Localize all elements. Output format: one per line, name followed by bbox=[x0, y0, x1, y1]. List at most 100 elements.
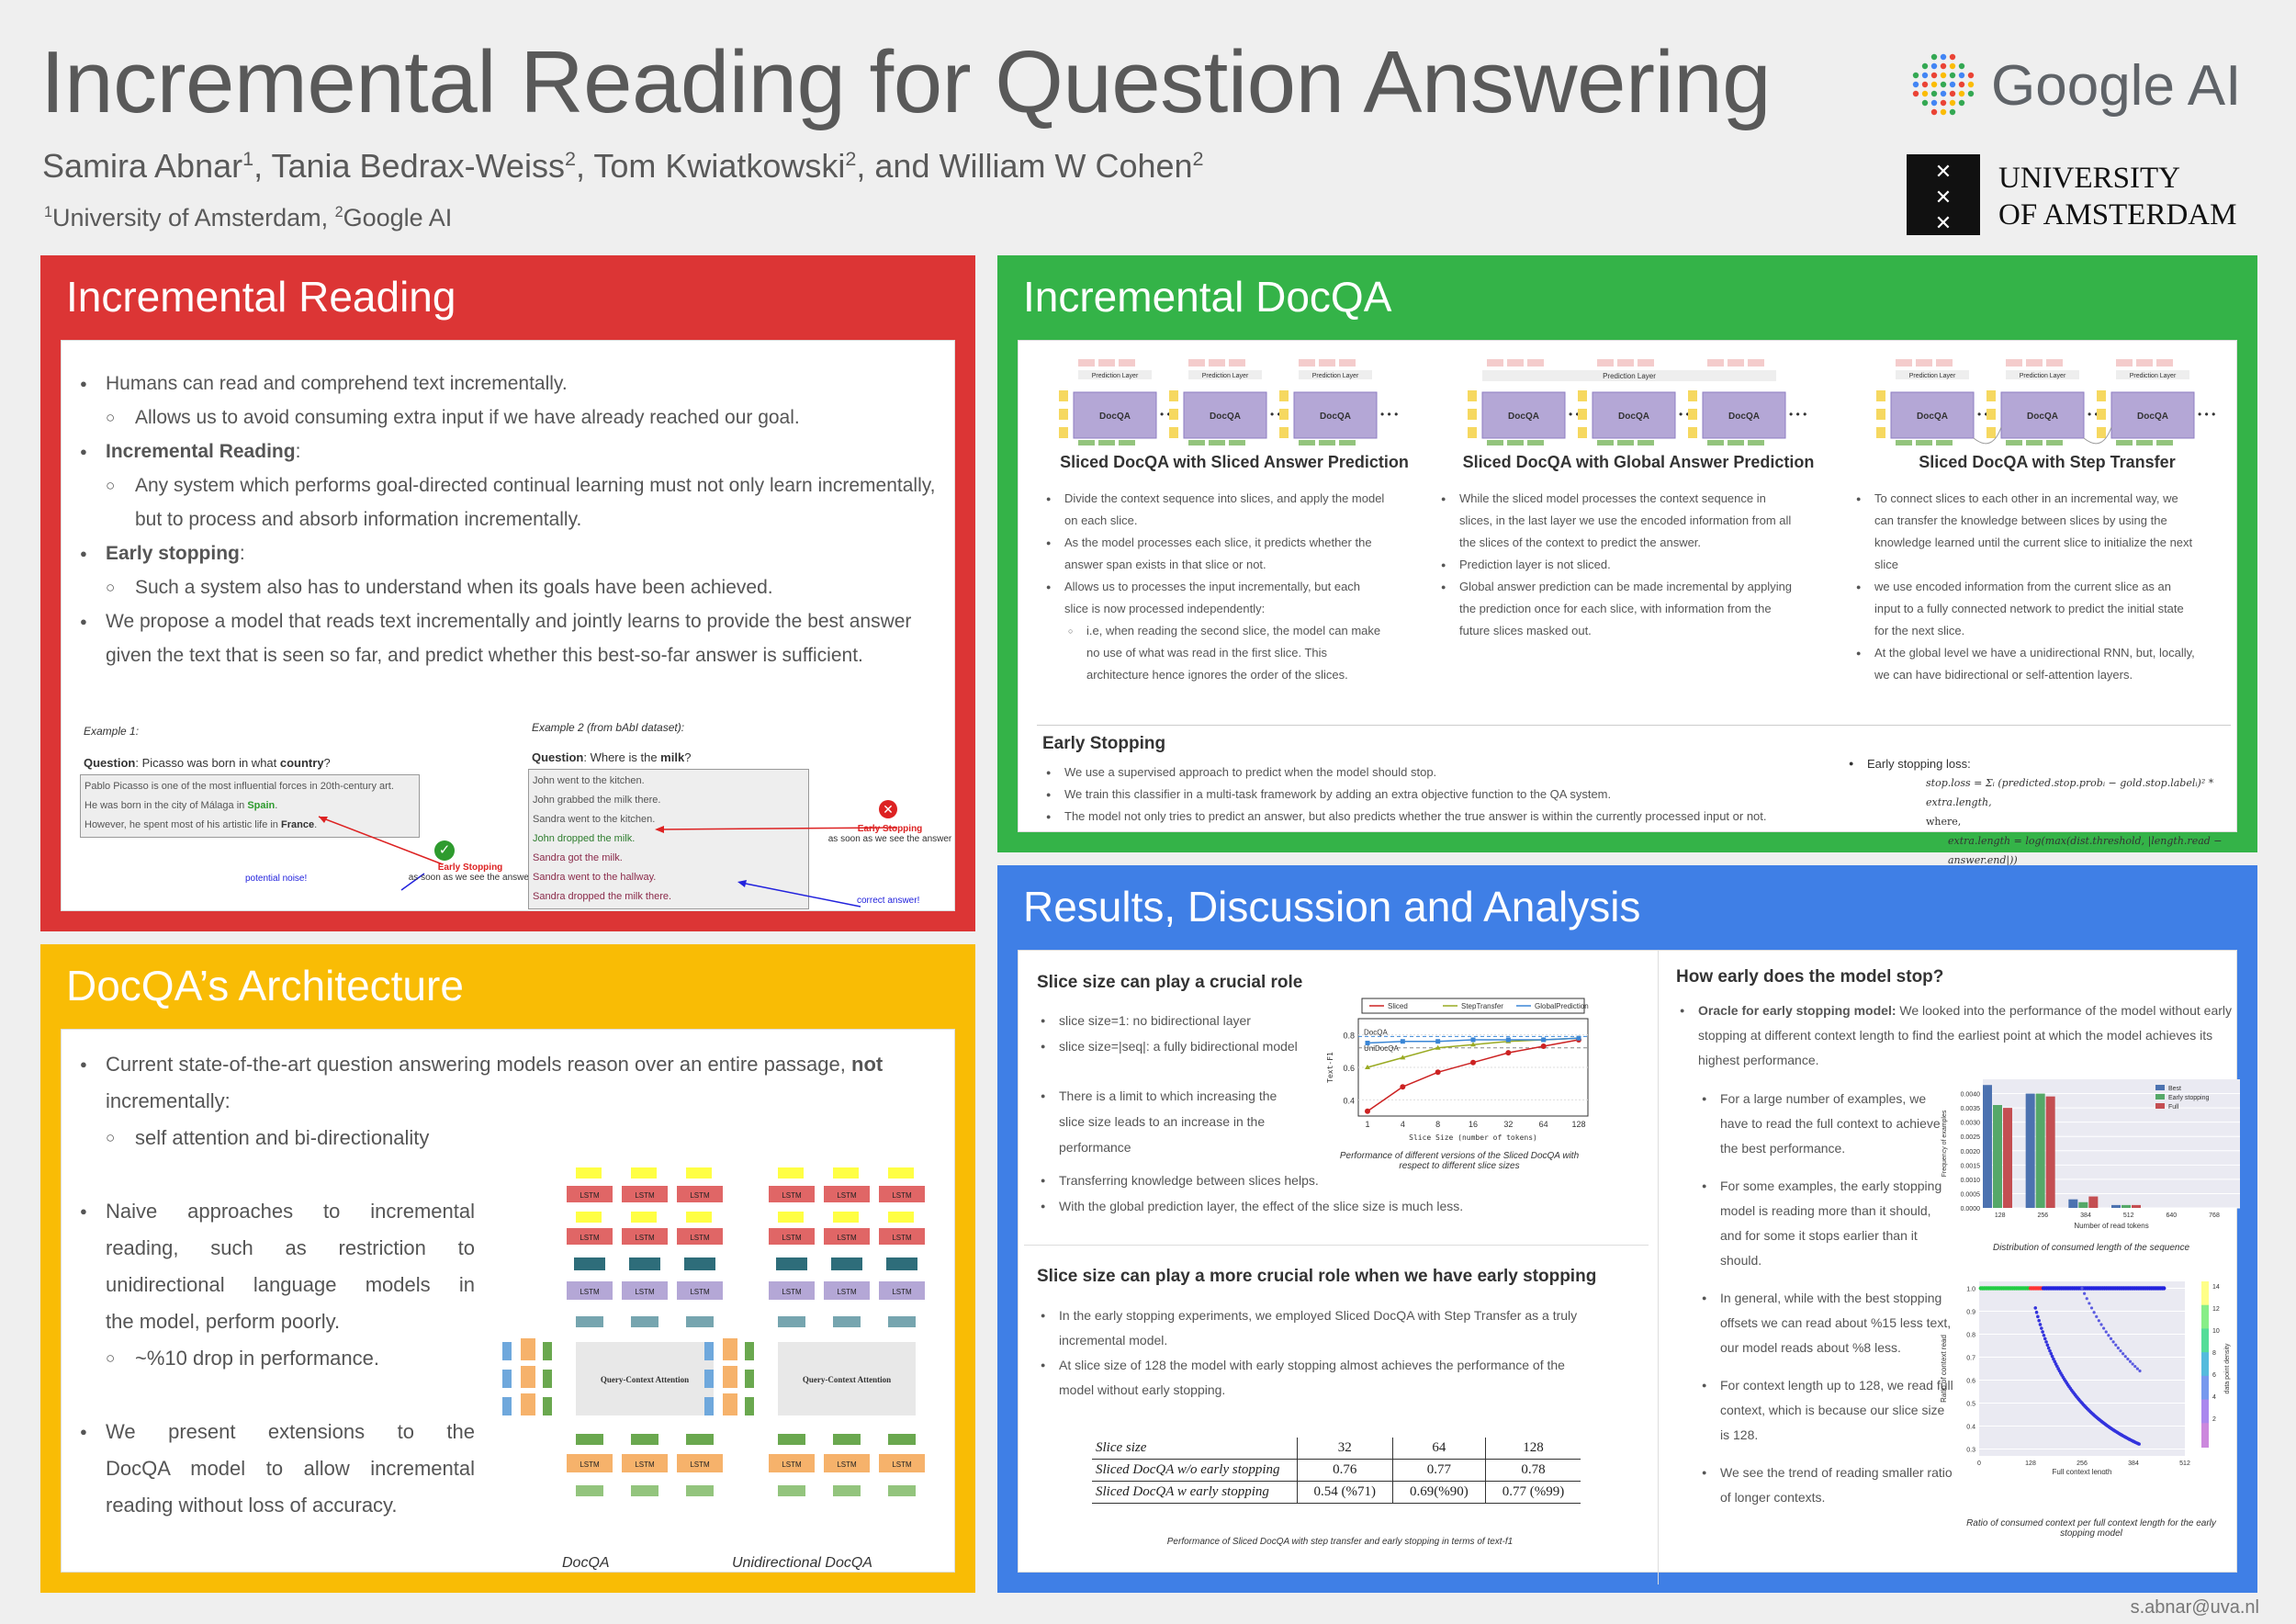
lstm-label: LSTM bbox=[892, 1460, 912, 1469]
logo-dot bbox=[1930, 99, 1938, 107]
context-token bbox=[1119, 440, 1135, 445]
bar bbox=[2122, 1204, 2131, 1208]
scatter-point bbox=[2138, 1369, 2142, 1373]
logo-dot bbox=[1912, 90, 1919, 97]
context-token bbox=[1617, 440, 1634, 445]
colorbar-segment bbox=[2201, 1352, 2209, 1377]
context-token bbox=[1707, 440, 1724, 445]
docqa-box bbox=[2110, 391, 2195, 439]
output-token bbox=[833, 1167, 859, 1179]
question-token bbox=[1986, 427, 1996, 438]
lstm-label: LSTM bbox=[892, 1191, 912, 1200]
logo-dot bbox=[1940, 108, 1947, 116]
answer-token bbox=[1098, 359, 1115, 367]
legend-label: Full bbox=[2168, 1104, 2179, 1111]
logo-dot bbox=[1912, 81, 1919, 88]
bullet: We present extensions to the bbox=[80, 1414, 475, 1450]
answer-token bbox=[1527, 359, 1544, 367]
answer-token bbox=[1936, 359, 1953, 367]
y-tick-label: 1.0 bbox=[1966, 1287, 1975, 1293]
encoder-cell bbox=[745, 1397, 754, 1415]
example2-arrows bbox=[655, 826, 898, 908]
bar bbox=[2078, 1201, 2088, 1208]
y-tick-label: 0.0000 bbox=[1961, 1206, 1981, 1212]
scatter-point bbox=[2049, 1351, 2054, 1356]
lstm-cell bbox=[879, 1228, 925, 1245]
question-token bbox=[2097, 427, 2106, 438]
output-token bbox=[833, 1212, 859, 1223]
answer-token bbox=[1728, 359, 1744, 367]
arch-bullets: Current state-of-the-art question answer… bbox=[80, 1046, 883, 1156]
dense-cell bbox=[574, 1257, 605, 1270]
y-tick-label: 0.0010 bbox=[1961, 1178, 1981, 1184]
question-token bbox=[1468, 427, 1477, 438]
diagram-title: Sliced DocQA with Sliced Answer Predicti… bbox=[1060, 453, 1409, 471]
y-tick-label: 0.0015 bbox=[1961, 1163, 1981, 1169]
x-tick-label: 384 bbox=[2080, 1212, 2091, 1219]
lstm-cell bbox=[567, 1228, 613, 1245]
docqa-box bbox=[1481, 391, 1566, 439]
lstm-label: LSTM bbox=[635, 1234, 655, 1242]
data-point bbox=[1400, 1039, 1405, 1044]
output-token bbox=[778, 1167, 804, 1179]
docqa-label: DocQA bbox=[1917, 412, 1948, 422]
logo-dot bbox=[1912, 72, 1919, 79]
passage-line: John went to the kitchen. bbox=[533, 775, 645, 786]
correct-note: correct answer! bbox=[857, 896, 920, 906]
docqa-label: DocQA bbox=[1618, 412, 1649, 422]
bar bbox=[2025, 1093, 2035, 1208]
loss-formula: Early stopping loss: stop.loss = Σᵢ (pre… bbox=[1845, 754, 2236, 870]
x-tick-label: 1 bbox=[1365, 1120, 1369, 1129]
sub-bullet: Allows us to avoid consuming extra input… bbox=[80, 400, 936, 434]
answer-token bbox=[2136, 359, 2153, 367]
lstm-cell bbox=[567, 1186, 613, 1202]
colorbar-segment bbox=[2201, 1399, 2209, 1425]
context-token bbox=[1638, 440, 1654, 445]
y-axis-label: Text-F1 bbox=[1326, 1052, 1334, 1083]
question-token bbox=[704, 1342, 714, 1360]
scatter-point bbox=[2045, 1343, 2050, 1348]
logo-dot bbox=[1930, 53, 1938, 61]
data-point bbox=[1470, 1042, 1476, 1047]
encoder-cell bbox=[543, 1342, 552, 1360]
bullet-cont: reading, such as restriction to bbox=[106, 1236, 475, 1259]
bar bbox=[2003, 1108, 2012, 1208]
lstm-label: LSTM bbox=[837, 1191, 857, 1200]
ellipsis: • • • bbox=[1789, 408, 1806, 421]
context-token bbox=[2116, 440, 2133, 445]
data-point bbox=[1365, 1065, 1370, 1069]
prediction-label: Prediction Layer bbox=[1909, 373, 1956, 379]
answer-token bbox=[1597, 359, 1614, 367]
answer-token bbox=[2046, 359, 2063, 367]
input-token bbox=[833, 1485, 861, 1496]
early-stopping-bullets: We use a supervised approach to predict … bbox=[1042, 761, 1767, 828]
logo-dot bbox=[1930, 90, 1938, 97]
answer-token bbox=[1507, 359, 1524, 367]
example1-arrows bbox=[318, 816, 444, 891]
output-token bbox=[686, 1212, 712, 1223]
affil-sup: 2 bbox=[564, 147, 576, 170]
logo-dot bbox=[1940, 72, 1947, 79]
context-token bbox=[1078, 440, 1095, 445]
lstm-cell bbox=[824, 1454, 870, 1472]
legend-label: Sliced bbox=[1388, 1002, 1408, 1010]
sub-bullet: ~%10 drop in performance. bbox=[80, 1340, 475, 1377]
lstm-label: LSTM bbox=[690, 1460, 710, 1469]
y-tick-label: 0.8 bbox=[1966, 1333, 1975, 1339]
y-tick-label: 0.9 bbox=[1966, 1310, 1975, 1316]
docqa-label: DocQA bbox=[1728, 412, 1760, 422]
y-axis-label: Frequency of examples bbox=[1941, 1110, 1948, 1177]
slice-size-chart: 0.4 0.6 0.8 1 4 8 16 32 64 128 Slice Size (number … bbox=[1326, 998, 1589, 1142]
early-stop-bullets: In the early stopping experiments, we em… bbox=[1037, 1303, 1577, 1403]
scatter-point bbox=[2133, 1364, 2137, 1369]
slice-bullets: slice size=1: no bidirectional layer sli… bbox=[1037, 1008, 1463, 1219]
lstm-label: LSTM bbox=[837, 1460, 857, 1469]
encoder-cell bbox=[576, 1434, 603, 1445]
uva-name: UNIVERSITY OF AMSTERDAM bbox=[1998, 162, 2237, 231]
annotation: DocQA bbox=[1364, 1028, 1388, 1036]
attn-out bbox=[631, 1316, 658, 1327]
data-point bbox=[1470, 1059, 1476, 1066]
context-token bbox=[1748, 440, 1764, 445]
sub-bullet: self attention and bi-directionality bbox=[80, 1120, 883, 1156]
colorbar-segment bbox=[2201, 1304, 2209, 1330]
